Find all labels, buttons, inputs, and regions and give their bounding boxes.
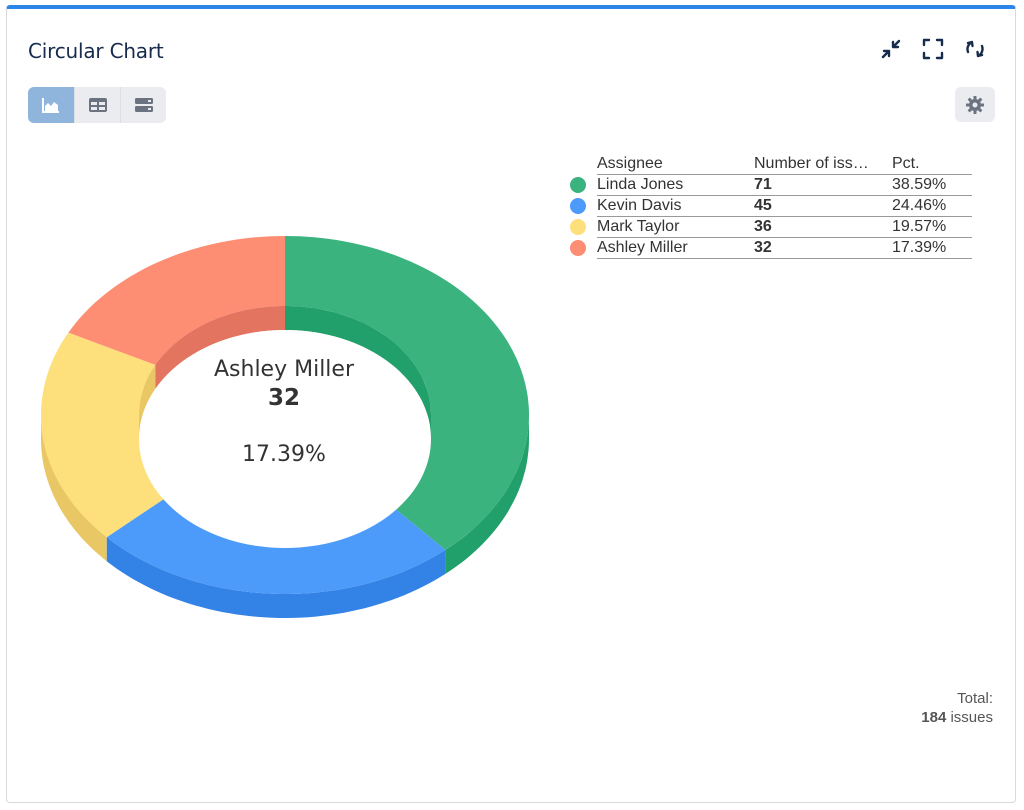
slice-inner-wall — [285, 306, 431, 439]
settings-button[interactable] — [955, 87, 995, 122]
legend-name: Mark Taylor — [597, 216, 754, 238]
header-actions — [879, 37, 987, 61]
center-label-name: Ashley Miller — [214, 357, 355, 382]
legend-dot — [570, 239, 586, 256]
total-label: Total: — [957, 690, 993, 707]
total-summary: Total: 184 issues — [921, 689, 993, 727]
legend-number: 45 — [754, 195, 892, 217]
fullscreen-icon[interactable] — [921, 37, 945, 61]
list-icon — [134, 98, 153, 112]
legend-dot — [570, 176, 586, 193]
legend-number: 36 — [754, 216, 892, 238]
legend-header-assignee[interactable]: Assignee — [597, 154, 754, 175]
chart-icon — [42, 98, 59, 113]
legend-header-pct[interactable]: Pct. — [892, 154, 972, 175]
donut-chart: Ashley Miller 32 17.39% — [41, 236, 529, 618]
total-count: 184 — [921, 709, 947, 726]
slice-outer-wall — [445, 415, 529, 574]
legend-pct: 24.46% — [892, 195, 972, 217]
legend-row[interactable]: Mark Taylor 36 19.57% — [567, 216, 972, 238]
slice-outer-wall — [106, 537, 446, 618]
legend-pct: 38.59% — [892, 174, 972, 196]
donut-slice[interactable] — [41, 332, 179, 538]
legend-pct: 19.57% — [892, 216, 972, 238]
legend-row[interactable]: Linda Jones 71 38.59% — [567, 174, 972, 196]
dashboard-gadget: Circular Chart — [6, 5, 1016, 803]
view-toggle — [28, 87, 166, 123]
donut-slice[interactable] — [68, 236, 286, 365]
legend-table: Assignee Number of iss… Pct. Linda Jones… — [567, 154, 972, 259]
slice-inner-wall — [139, 364, 156, 439]
center-label-value: 32 — [268, 385, 300, 411]
center-label-pct: 17.39% — [242, 442, 326, 467]
legend-name: Linda Jones — [597, 174, 754, 196]
legend-name: Kevin Davis — [597, 195, 754, 217]
collapse-icon[interactable] — [879, 37, 903, 61]
legend-pct: 17.39% — [892, 237, 972, 259]
table-icon — [88, 98, 107, 112]
donut-slice[interactable] — [285, 236, 529, 550]
slice-outer-wall — [41, 415, 107, 562]
legend-dot — [570, 218, 586, 235]
slice-inner-wall — [155, 306, 285, 389]
legend-header-number[interactable]: Number of iss… — [754, 154, 892, 175]
list-view-button[interactable] — [120, 87, 166, 123]
legend-number: 32 — [754, 237, 892, 259]
donut-hole — [139, 330, 431, 548]
legend-row[interactable]: Kevin Davis 45 24.46% — [567, 195, 972, 217]
legend-name: Ashley Miller — [597, 237, 754, 259]
gadget-title: Circular Chart — [28, 39, 164, 63]
chart-view-button[interactable] — [28, 87, 74, 123]
total-unit: issues — [950, 709, 993, 726]
gear-icon — [966, 95, 984, 114]
legend-number: 71 — [754, 174, 892, 196]
legend-row[interactable]: Ashley Miller 32 17.39% — [567, 237, 972, 259]
legend-dot — [570, 197, 586, 214]
refresh-icon[interactable] — [963, 37, 987, 61]
table-view-button[interactable] — [74, 87, 120, 123]
